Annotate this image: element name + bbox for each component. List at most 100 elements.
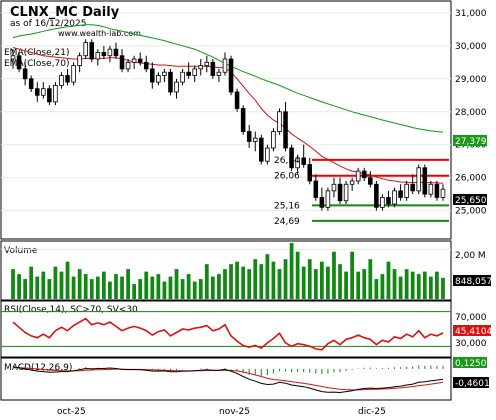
- candle-body: [380, 197, 385, 208]
- candle[interactable]: [83, 39, 88, 60]
- candle[interactable]: [16, 52, 22, 73]
- candle[interactable]: [150, 62, 155, 89]
- candle[interactable]: [313, 174, 319, 201]
- candle[interactable]: [380, 194, 385, 211]
- candle[interactable]: [28, 75, 34, 92]
- candle[interactable]: [422, 164, 428, 198]
- candle[interactable]: [240, 105, 246, 135]
- candle[interactable]: [174, 78, 179, 99]
- candle-body: [386, 197, 391, 205]
- candle[interactable]: [234, 88, 240, 112]
- candle[interactable]: [392, 187, 397, 208]
- candle[interactable]: [301, 144, 306, 168]
- candle[interactable]: [113, 42, 119, 60]
- candle-body: [143, 61, 149, 70]
- rsi-tick-30: 30,000: [455, 339, 487, 349]
- website-link[interactable]: www.wealth-lab.com: [58, 29, 141, 38]
- candle[interactable]: [162, 68, 167, 83]
- svg-text:45,4104: 45,4104: [455, 327, 492, 337]
- candle[interactable]: [216, 68, 222, 83]
- candle[interactable]: [271, 128, 276, 152]
- candle[interactable]: [277, 108, 282, 135]
- candle[interactable]: [307, 157, 313, 185]
- candle[interactable]: [410, 174, 415, 195]
- candle-body: [210, 61, 216, 76]
- candle-body: [265, 147, 270, 162]
- candle[interactable]: [186, 62, 191, 79]
- volume-bar: [144, 271, 149, 299]
- candle[interactable]: [222, 52, 228, 76]
- candle[interactable]: [143, 55, 149, 73]
- candle[interactable]: [259, 134, 264, 165]
- volume-bar: [156, 274, 161, 299]
- candle[interactable]: [440, 184, 446, 201]
- candle[interactable]: [343, 180, 349, 205]
- candle[interactable]: [404, 180, 409, 201]
- candle[interactable]: [355, 167, 361, 185]
- volume-bar: [428, 276, 433, 299]
- candle[interactable]: [386, 190, 391, 208]
- candle-body: [355, 170, 361, 182]
- candle-body: [325, 190, 331, 208]
- candle[interactable]: [349, 177, 355, 191]
- candle[interactable]: [168, 68, 173, 96]
- candle-body: [228, 58, 234, 93]
- candle[interactable]: [368, 171, 373, 188]
- candle-body: [343, 183, 349, 202]
- volume-bar: [174, 269, 179, 299]
- candle[interactable]: [53, 82, 58, 106]
- candle[interactable]: [331, 177, 337, 198]
- candle[interactable]: [22, 62, 28, 86]
- candle[interactable]: [325, 187, 331, 211]
- candle[interactable]: [180, 68, 185, 86]
- candle[interactable]: [71, 62, 76, 86]
- candle-body: [150, 68, 155, 83]
- candle[interactable]: [34, 82, 40, 102]
- candle[interactable]: [107, 45, 113, 63]
- candle[interactable]: [125, 59, 131, 73]
- candle-body: [34, 88, 40, 96]
- candle[interactable]: [428, 180, 434, 198]
- candle[interactable]: [361, 167, 367, 181]
- candle[interactable]: [156, 72, 161, 86]
- candle[interactable]: [131, 55, 137, 69]
- candle[interactable]: [398, 184, 403, 201]
- candle[interactable]: [119, 49, 125, 73]
- candle[interactable]: [204, 55, 210, 73]
- candle-body: [398, 190, 403, 198]
- candle[interactable]: [95, 49, 101, 66]
- candle[interactable]: [289, 144, 294, 172]
- candle[interactable]: [228, 55, 234, 96]
- volume-bar: [101, 271, 106, 299]
- candle-body: [416, 167, 422, 192]
- candle[interactable]: [192, 65, 197, 83]
- candle[interactable]: [41, 82, 46, 99]
- candle[interactable]: [434, 180, 440, 201]
- x-label-oct: oct-25: [57, 407, 86, 417]
- candle[interactable]: [295, 154, 300, 175]
- candle[interactable]: [252, 131, 258, 152]
- volume-bar: [368, 259, 373, 299]
- candle[interactable]: [198, 59, 204, 76]
- candle[interactable]: [59, 72, 64, 89]
- price-tick-label: 29,000: [455, 75, 487, 85]
- candle[interactable]: [246, 124, 252, 149]
- candle[interactable]: [319, 187, 325, 211]
- macd-panel: [0, 357, 452, 401]
- candle[interactable]: [210, 59, 216, 79]
- candle[interactable]: [101, 45, 107, 60]
- candle[interactable]: [137, 52, 143, 66]
- candle[interactable]: [416, 164, 422, 195]
- candle[interactable]: [265, 144, 270, 165]
- candle[interactable]: [47, 85, 52, 106]
- candle[interactable]: [89, 39, 95, 63]
- candle-body: [107, 48, 113, 57]
- candle[interactable]: [337, 177, 343, 205]
- volume-bar: [241, 266, 246, 299]
- candle[interactable]: [10, 49, 16, 69]
- candle[interactable]: [374, 180, 379, 211]
- candle[interactable]: [77, 52, 82, 73]
- candle[interactable]: [65, 68, 70, 86]
- candle[interactable]: [283, 101, 288, 152]
